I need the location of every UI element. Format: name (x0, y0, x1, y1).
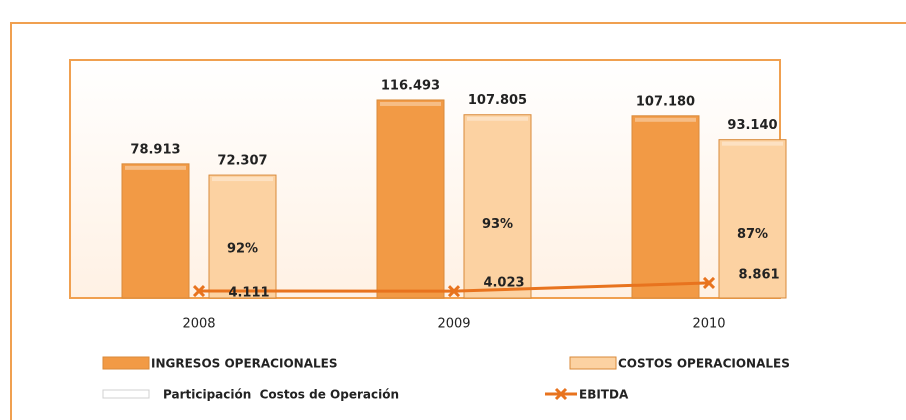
bar-highlight (380, 101, 441, 106)
bar (376, 99, 445, 299)
bar-highlight (212, 177, 273, 182)
legend-label: COSTOS OPERACIONALES (618, 357, 790, 371)
x-tick-label: 2008 (182, 317, 215, 332)
line-marker (192, 284, 206, 298)
legend-swatch (102, 389, 150, 399)
frame (10, 22, 906, 420)
legend-label: EBITDA (579, 388, 629, 402)
percent-label: 87% (737, 227, 768, 242)
bar (208, 174, 277, 299)
value-label: 72.307 (217, 154, 267, 169)
value-label: 107.805 (468, 93, 527, 108)
percent-label: 92% (227, 241, 258, 256)
value-label: 4.111 (228, 286, 269, 301)
legend-swatch (102, 356, 150, 370)
value-label: 107.180 (636, 94, 695, 109)
value-label: 8.861 (738, 267, 779, 282)
value-label: 116.493 (381, 78, 440, 93)
percent-label: 93% (482, 217, 513, 232)
legend-label: INGRESOS OPERACIONALES (151, 357, 337, 371)
bar (631, 115, 700, 299)
legend-swatch (554, 387, 568, 401)
line-marker (702, 276, 716, 289)
legend-swatch (569, 356, 617, 370)
bar-highlight (722, 141, 783, 146)
value-label: 4.023 (483, 276, 524, 291)
line-marker (447, 285, 461, 298)
value-label: 93.140 (727, 118, 777, 133)
bar-highlight (125, 165, 186, 170)
x-tick-label: 2009 (437, 317, 470, 332)
value-label: 78.913 (130, 142, 180, 157)
bar (718, 139, 787, 299)
x-tick-label: 2010 (692, 317, 725, 332)
bar-highlight (467, 116, 528, 121)
bar (121, 163, 190, 299)
bar (463, 114, 532, 299)
legend-label: Participación Costos de Operación (163, 388, 399, 402)
bar-highlight (635, 117, 696, 122)
